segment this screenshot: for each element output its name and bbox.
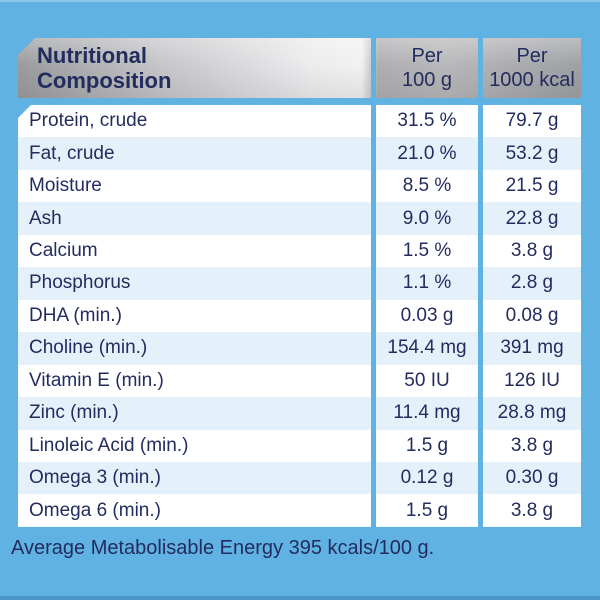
- table-row: Ash 9.0 % 22.8 g: [18, 202, 581, 235]
- row-per-1000-kcal: 3.8 g: [483, 234, 581, 268]
- row-per-1000-kcal: 0.08 g: [483, 299, 581, 333]
- row-per-1000-kcal: 22.8 g: [483, 202, 581, 235]
- row-per-100g: 1.1 %: [376, 267, 478, 300]
- header-per-100g-line1: Per: [411, 45, 443, 67]
- column-separator: [478, 38, 483, 98]
- table-row: Fat, crude 21.0 % 53.2 g: [18, 137, 581, 170]
- row-per-100g: 11.4 mg: [376, 397, 478, 430]
- row-label: Ash: [18, 202, 371, 235]
- footer-note: Average Metabolisable Energy 395 kcals/1…: [11, 537, 435, 559]
- row-label: Phosphorus: [18, 267, 371, 300]
- header-per-1000-kcal-line1: Per: [516, 45, 548, 67]
- row-per-100g: 31.5 %: [376, 105, 478, 138]
- table-row: Linoleic Acid (min.) 1.5 g 3.8 g: [18, 429, 581, 462]
- row-label: Linoleic Acid (min.): [18, 429, 371, 462]
- table-header: Nutritional Composition Per 100 g Per 10…: [18, 38, 581, 98]
- table-row: Choline (min.) 154.4 mg 391 mg: [18, 332, 581, 365]
- row-per-1000-kcal: 28.8 mg: [483, 397, 581, 430]
- row-per-1000-kcal: 21.5 g: [483, 169, 581, 203]
- table-row: Omega 6 (min.) 1.5 g 3.8 g: [18, 494, 581, 527]
- header-per-100g-line2: 100 g: [401, 69, 453, 91]
- bottom-edge-shadow: [0, 596, 600, 600]
- row-per-100g: 9.0 %: [376, 202, 478, 235]
- row-per-1000-kcal: 3.8 g: [483, 429, 581, 462]
- row-per-1000-kcal: 126 IU: [483, 364, 581, 398]
- header-title-line1: Nutritional: [37, 43, 147, 68]
- table-body: Protein, crude 31.5 % 79.7 g Fat, crude …: [18, 105, 581, 527]
- row-label: Omega 6 (min.): [18, 494, 371, 527]
- row-per-100g: 0.03 g: [376, 299, 478, 333]
- table-row: Calcium 1.5 % 3.8 g: [18, 234, 581, 268]
- row-label: Calcium: [18, 234, 371, 268]
- table-row: Vitamin E (min.) 50 IU 126 IU: [18, 364, 581, 398]
- table-row: Protein, crude 31.5 % 79.7 g: [18, 105, 581, 138]
- row-per-100g: 1.5 %: [376, 234, 478, 268]
- row-label: Vitamin E (min.): [18, 364, 371, 398]
- row-per-100g: 1.5 g: [376, 494, 478, 527]
- row-label: Fat, crude: [18, 137, 371, 170]
- table-row: Phosphorus 1.1 % 2.8 g: [18, 267, 581, 300]
- row-label: Protein, crude: [18, 105, 371, 138]
- header-col-per-1000-kcal: Per 1000 kcal: [483, 38, 581, 98]
- header-per-1000-kcal-line2: 1000 kcal: [489, 69, 575, 91]
- row-per-100g: 21.0 %: [376, 137, 478, 170]
- table-row: Zinc (min.) 11.4 mg 28.8 mg: [18, 397, 581, 430]
- row-per-1000-kcal: 2.8 g: [483, 267, 581, 300]
- row-label: DHA (min.): [18, 299, 371, 333]
- table-row: DHA (min.) 0.03 g 0.08 g: [18, 299, 581, 333]
- row-per-1000-kcal: 0.30 g: [483, 461, 581, 495]
- row-label: Moisture: [18, 169, 371, 203]
- header-col-per-100g: Per 100 g: [376, 38, 478, 98]
- row-per-100g: 8.5 %: [376, 169, 478, 203]
- row-label: Choline (min.): [18, 332, 371, 365]
- column-separator: [371, 38, 376, 98]
- header-title-line2: Composition: [37, 68, 172, 93]
- row-label: Zinc (min.): [18, 397, 371, 430]
- row-per-100g: 1.5 g: [376, 429, 478, 462]
- row-per-100g: 0.12 g: [376, 461, 478, 495]
- table-row: Moisture 8.5 % 21.5 g: [18, 169, 581, 203]
- row-per-1000-kcal: 53.2 g: [483, 137, 581, 170]
- row-per-1000-kcal: 3.8 g: [483, 494, 581, 527]
- row-label: Omega 3 (min.): [18, 461, 371, 495]
- top-edge-highlight: [0, 0, 600, 2]
- header-title: Nutritional Composition: [18, 38, 371, 98]
- row-per-100g: 50 IU: [376, 364, 478, 398]
- table-row: Omega 3 (min.) 0.12 g 0.30 g: [18, 461, 581, 495]
- row-per-1000-kcal: 79.7 g: [483, 105, 581, 138]
- row-per-1000-kcal: 391 mg: [483, 332, 581, 365]
- row-per-100g: 154.4 mg: [376, 332, 478, 365]
